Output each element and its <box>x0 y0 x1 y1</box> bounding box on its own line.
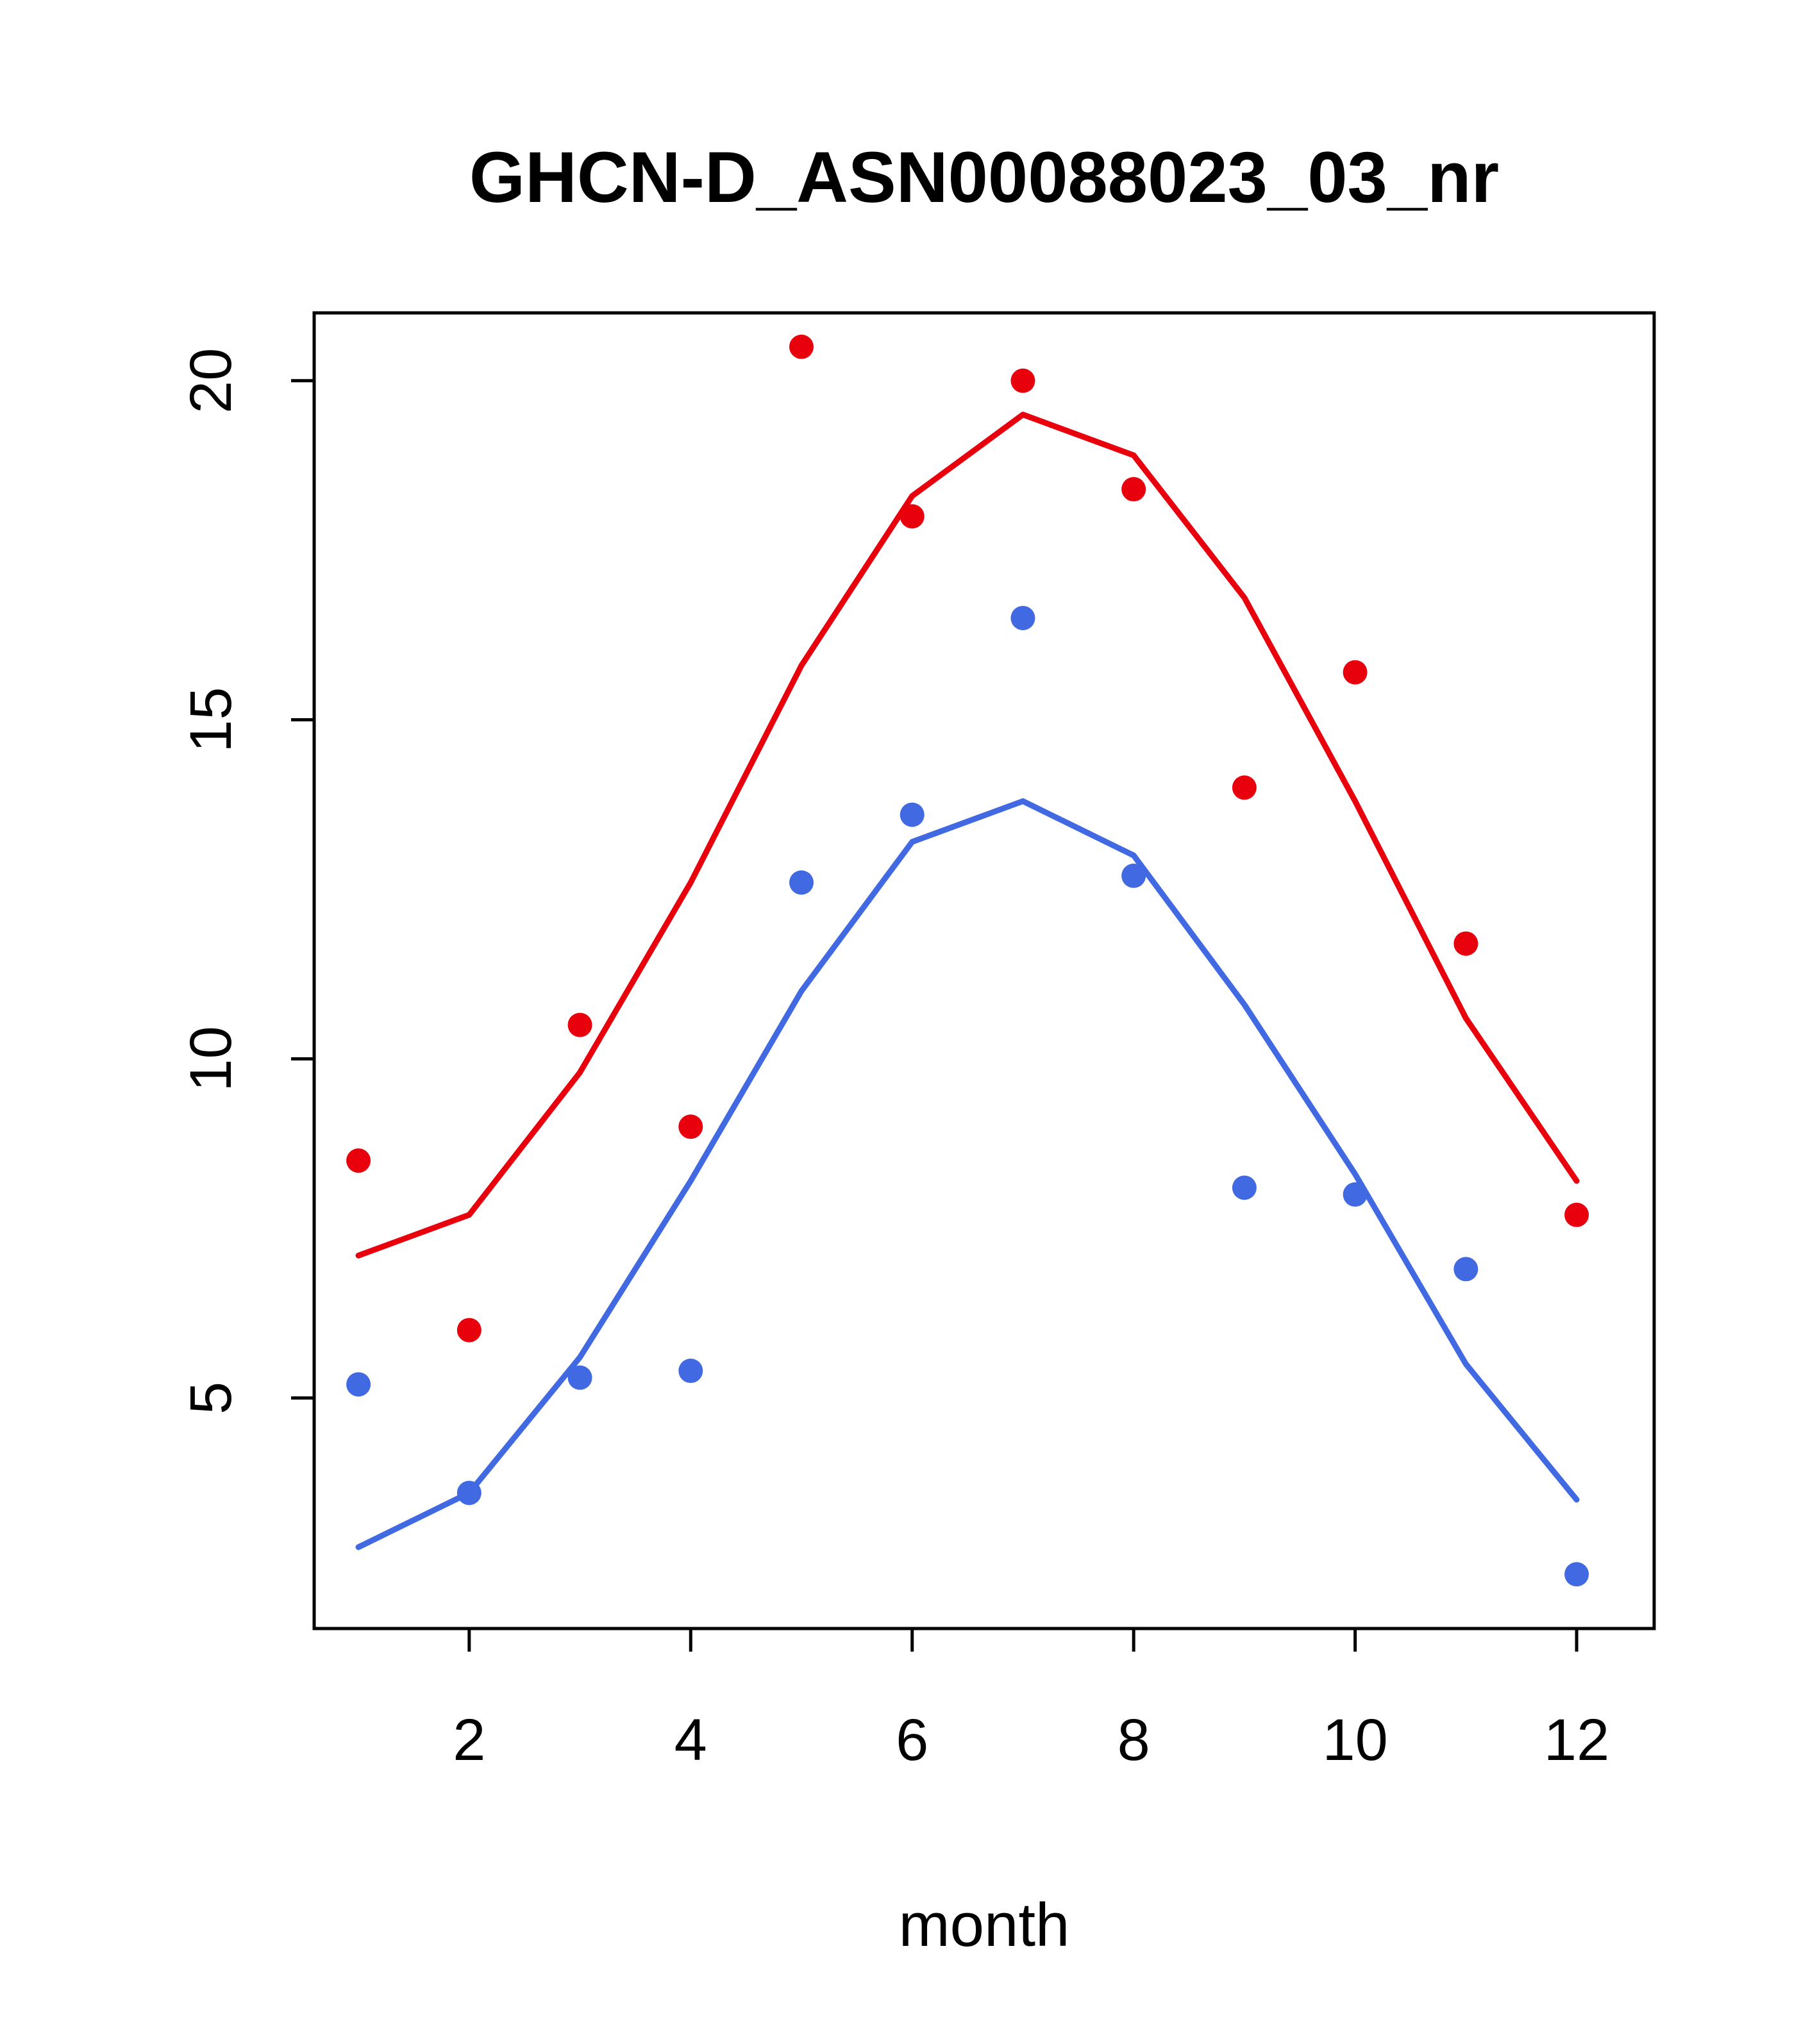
red-point <box>1453 931 1478 956</box>
x-tick-label: 12 <box>1544 1707 1609 1773</box>
red-line-fit <box>355 412 1580 1259</box>
plot-box <box>312 311 1656 1630</box>
x-tick-label: 8 <box>1118 1707 1150 1773</box>
chart-title: GHCN-D_ASN00088023_03_nr <box>469 137 1499 217</box>
blue-point <box>678 1359 703 1384</box>
blue-point <box>1343 1182 1368 1207</box>
red-point <box>1564 1202 1589 1227</box>
blue-point <box>1453 1257 1478 1282</box>
x-tick-label: 4 <box>674 1707 707 1773</box>
blue-point <box>1232 1175 1257 1200</box>
red-point <box>1010 368 1035 393</box>
y-tick-label: 15 <box>178 687 244 752</box>
blue-point <box>346 1372 371 1397</box>
y-tick-label: 5 <box>178 1382 244 1414</box>
red-point <box>456 1318 481 1343</box>
red-point <box>678 1114 703 1139</box>
blue-point <box>456 1480 481 1505</box>
x-tick-label: 10 <box>1322 1707 1387 1773</box>
blue-point <box>789 870 814 895</box>
red-point <box>1121 477 1146 502</box>
x-axis-label: month <box>899 1891 1070 1959</box>
red-point <box>789 334 814 359</box>
blue-point <box>1010 605 1035 630</box>
y-tick-label: 10 <box>178 1026 244 1091</box>
blue-point <box>567 1365 592 1390</box>
red-point <box>1343 660 1368 685</box>
blue-point <box>1564 1562 1589 1587</box>
x-tick-label: 6 <box>896 1707 928 1773</box>
red-point <box>900 504 925 529</box>
x-tick-label: 2 <box>453 1707 485 1773</box>
blue-line-fit <box>355 798 1580 1550</box>
red-point <box>1232 775 1257 800</box>
plot-area: 2 4 6 8 10 12 5 10 15 20 <box>178 311 1656 1773</box>
blue-point <box>1121 863 1146 888</box>
blue-point <box>900 802 925 827</box>
red-point <box>567 1012 592 1037</box>
red-point <box>346 1148 371 1173</box>
y-tick-label: 20 <box>178 348 244 414</box>
